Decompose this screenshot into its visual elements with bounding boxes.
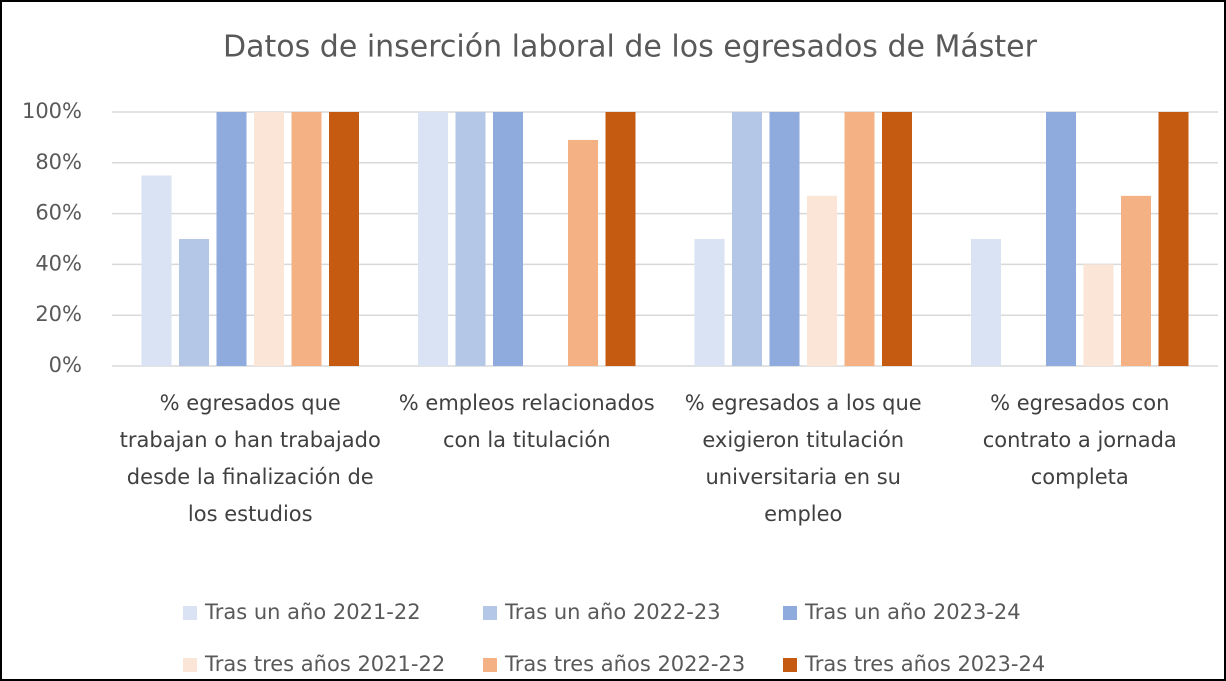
bar: [291, 112, 322, 366]
bar: [216, 112, 247, 366]
bar: [694, 239, 725, 366]
bar: [254, 112, 284, 366]
legend-label: Tras tres años 2022-23: [504, 652, 745, 676]
x-tick-label-box: % egresados con contrato a jornada compl…: [982, 391, 1177, 489]
bar: [418, 112, 448, 366]
legend-swatch: [783, 606, 797, 620]
y-tick-label: 80%: [35, 150, 82, 174]
legend-label: Tras tres años 2023-24: [804, 652, 1045, 676]
legend-label: Tras un año 2022-23: [504, 600, 721, 624]
bar: [329, 112, 359, 366]
bar: [1046, 112, 1076, 366]
bar: [1158, 112, 1189, 366]
bar: [1083, 264, 1114, 366]
x-tick-label: % egresados con contrato a jornada compl…: [982, 391, 1177, 489]
legend-label: Tras un año 2023-24: [804, 600, 1021, 624]
legend-swatch: [783, 658, 797, 672]
x-tick-label-box: % empleos relacionados con la titulación: [398, 391, 655, 452]
y-tick-label: 20%: [35, 302, 82, 326]
bar: [179, 239, 209, 366]
legend-swatch: [483, 658, 497, 672]
bar: [568, 139, 598, 366]
legend-swatch: [483, 606, 497, 620]
y-tick-label: 60%: [35, 201, 82, 225]
x-tick-label-box: % egresados que trabajan o han trabajado…: [119, 391, 381, 526]
y-tick-label: 40%: [35, 251, 82, 275]
bar: [971, 239, 1001, 366]
legend-swatch: [183, 606, 197, 620]
x-tick-label: % empleos relacionados con la titulación: [398, 391, 655, 452]
bar: [769, 112, 800, 366]
legend-swatch: [183, 658, 197, 672]
bar: [807, 195, 837, 366]
chart-title: Datos de inserción laboral de los egresa…: [223, 30, 1038, 65]
bar: [844, 112, 875, 366]
bar: [455, 112, 486, 366]
bar: [493, 112, 523, 366]
legend-label: Tras un año 2021-22: [204, 600, 421, 624]
x-tick-label: % egresados a los que exigieron titulaci…: [684, 391, 922, 526]
legend-label: Tras tres años 2021-22: [204, 652, 445, 676]
bar: [141, 175, 172, 366]
bar: [732, 112, 762, 366]
x-tick-label: % egresados que trabajan o han trabajado…: [119, 391, 381, 526]
bar: [882, 112, 912, 366]
x-tick-label-box: % egresados a los que exigieron titulaci…: [684, 391, 922, 526]
bar: [605, 112, 636, 366]
y-tick-label: 0%: [49, 353, 82, 377]
bar: [1121, 195, 1151, 366]
y-tick-label: 100%: [22, 99, 82, 123]
